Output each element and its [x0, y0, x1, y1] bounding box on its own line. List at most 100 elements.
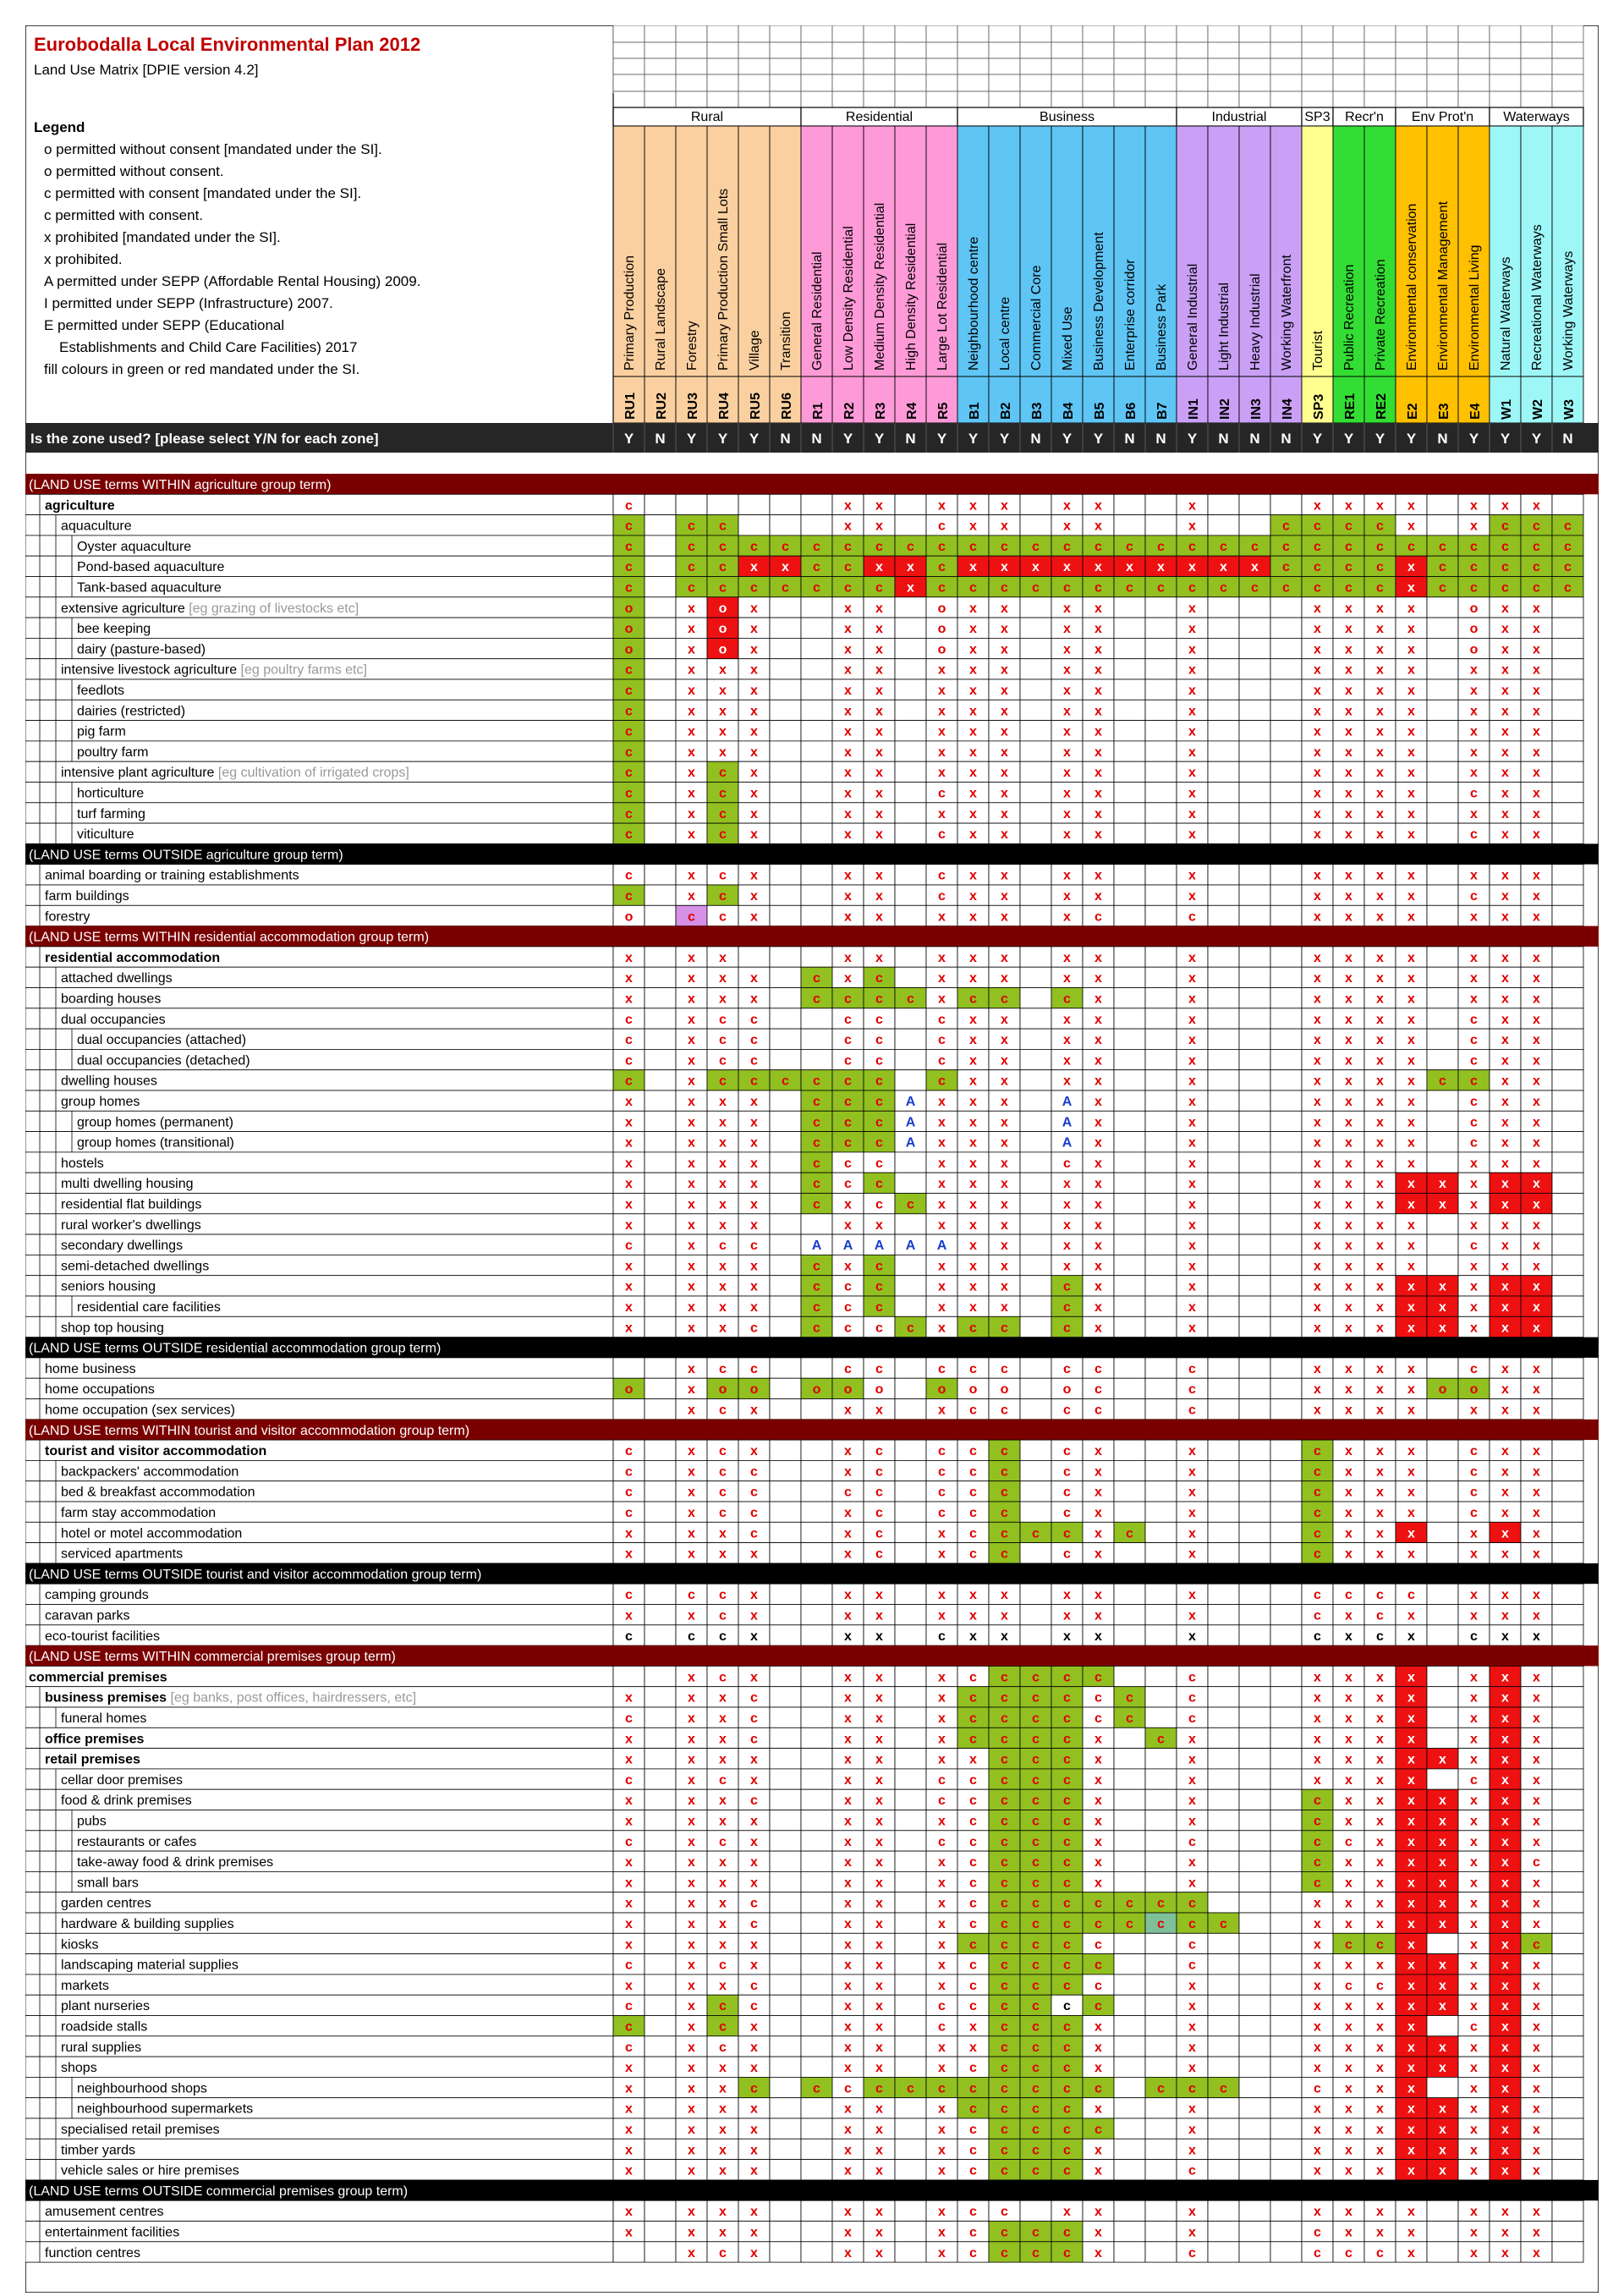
header-blank-cell	[988, 41, 1021, 59]
zone-used-in4[interactable]: N	[1281, 431, 1291, 447]
matrix-cell-value: x	[1376, 1403, 1384, 1418]
matrix-cell-value: x	[688, 2102, 695, 2117]
matrix-cell-value: x	[1376, 1033, 1384, 1047]
matrix-cell-value: x	[938, 1876, 946, 1890]
matrix-cell	[1113, 864, 1146, 886]
zone-used-ru4[interactable]: Y	[718, 431, 728, 447]
matrix-cell-value: x	[1345, 1547, 1352, 1562]
zone-used-re2[interactable]: Y	[1375, 431, 1385, 447]
zone-name-w3: Working Waterways	[1561, 251, 1576, 371]
matrix-cell-value: x	[1095, 663, 1102, 678]
zone-used-w2[interactable]: Y	[1532, 431, 1542, 447]
zone-used-b6[interactable]: N	[1124, 431, 1134, 447]
matrix-cell-value: x	[1376, 2102, 1384, 2117]
zone-used-ru1[interactable]: Y	[624, 431, 634, 447]
zone-header-cell	[1489, 125, 1522, 424]
zone-used-b7[interactable]: N	[1155, 431, 1166, 447]
matrix-cell-value: x	[750, 2020, 758, 2035]
matrix-cell	[1113, 822, 1146, 844]
zone-used-re1[interactable]: Y	[1344, 431, 1354, 447]
header-blank-cell	[863, 91, 896, 108]
matrix-cell-value: x	[1063, 869, 1071, 883]
row-boarding-houses-label: boarding houses	[61, 992, 161, 1007]
zone-used-ru6[interactable]: N	[780, 431, 790, 447]
zone-used-r2[interactable]: Y	[843, 431, 853, 447]
row-residential-care-facilities-label: residential care facilities	[77, 1300, 221, 1315]
header-blank-cell	[738, 41, 771, 59]
zone-used-e3[interactable]: N	[1437, 431, 1447, 447]
matrix-cell-value: x	[1407, 1815, 1415, 1829]
zone-used-sp3[interactable]: Y	[1313, 431, 1323, 447]
matrix-cell	[1395, 493, 1428, 515]
matrix-cell-value: x	[1501, 2143, 1509, 2157]
matrix-cell-value: x	[1095, 2205, 1102, 2219]
matrix-cell	[1144, 1501, 1177, 1523]
matrix-cell	[612, 699, 645, 721]
matrix-cell	[1238, 2076, 1271, 2099]
zone-used-b5[interactable]: Y	[1094, 431, 1104, 447]
matrix-cell	[1207, 1706, 1240, 1728]
matrix-cell	[1270, 1706, 1303, 1728]
matrix-cell	[1207, 1932, 1240, 1955]
matrix-cell-value: x	[688, 2041, 695, 2055]
matrix-cell-value: x	[1376, 1711, 1384, 1726]
matrix-cell	[800, 1748, 833, 1770]
zone-used-ru2[interactable]: N	[655, 431, 665, 447]
matrix-cell-value: x	[938, 1115, 946, 1129]
row-aquaculture-label-cell	[25, 514, 614, 536]
zone-used-e4[interactable]: Y	[1469, 431, 1479, 447]
zone-used-in1[interactable]: Y	[1188, 431, 1198, 447]
zone-used-e2[interactable]: Y	[1407, 431, 1417, 447]
zone-used-b3[interactable]: N	[1030, 431, 1040, 447]
zone-used-b4[interactable]: Y	[1062, 431, 1073, 447]
matrix-cell	[1113, 2076, 1146, 2099]
matrix-cell-value: x	[1470, 1218, 1478, 1233]
matrix-cell	[957, 535, 990, 557]
zone-used-in2[interactable]: N	[1218, 431, 1228, 447]
zone-used-r3[interactable]: Y	[875, 431, 885, 447]
matrix-cell	[1551, 884, 1584, 906]
zone-used-r1[interactable]: N	[811, 431, 821, 447]
matrix-cell-value: x	[1063, 1013, 1071, 1027]
row-camping-grounds-label: camping grounds	[45, 1588, 149, 1602]
matrix-cell	[925, 822, 958, 844]
legend-item-fill: fill colours in green or red mandated un…	[44, 361, 359, 377]
matrix-cell-value: x	[969, 889, 977, 904]
matrix-cell	[1144, 1994, 1177, 2016]
zone-used-b2[interactable]: Y	[1000, 431, 1010, 447]
matrix-cell	[800, 1912, 833, 1934]
matrix-cell-value: x	[625, 2081, 633, 2096]
zone-code-ru3: RU3	[686, 393, 700, 420]
matrix-cell	[644, 1810, 677, 1832]
zone-used-ru5[interactable]: Y	[749, 431, 760, 447]
matrix-cell-value: x	[1376, 1753, 1384, 1767]
header-blank-cell	[1176, 25, 1209, 43]
zone-used-in3[interactable]: N	[1249, 431, 1259, 447]
matrix-cell	[1426, 1110, 1459, 1133]
matrix-cell	[1551, 1974, 1584, 1996]
matrix-cell-value: x	[1345, 2061, 1352, 2075]
matrix-cell-value: x	[1063, 498, 1071, 513]
zone-used-ru3[interactable]: Y	[687, 431, 697, 447]
zone-used-r5[interactable]: Y	[937, 431, 947, 447]
matrix-cell-value: x	[1501, 1053, 1509, 1068]
matrix-cell-value: c	[1188, 581, 1196, 596]
zone-used-b1[interactable]: Y	[968, 431, 979, 447]
matrix-cell	[894, 1666, 927, 1688]
matrix-cell-value: x	[1095, 2041, 1102, 2055]
matrix-cell-value: x	[1095, 2020, 1102, 2035]
matrix-cell-value: c	[750, 1074, 758, 1089]
matrix-cell	[800, 1870, 833, 1893]
row-feedlots-label-cell	[25, 678, 614, 700]
zone-used-r4[interactable]: N	[905, 431, 915, 447]
matrix-cell-value: c	[719, 581, 727, 596]
header-blank-grid	[612, 25, 1584, 108]
row-cellar-door-premises-label: cellar door premises	[61, 1773, 183, 1788]
matrix-cell	[1207, 1213, 1240, 1235]
matrix-cell-value: x	[1188, 1609, 1196, 1623]
matrix-cell	[1270, 2015, 1303, 2037]
group-header-residential: Residential	[846, 110, 913, 124]
zone-used-w3[interactable]: N	[1562, 431, 1572, 447]
matrix-cell-value: x	[1501, 1033, 1509, 1047]
zone-used-w1[interactable]: Y	[1501, 431, 1511, 447]
